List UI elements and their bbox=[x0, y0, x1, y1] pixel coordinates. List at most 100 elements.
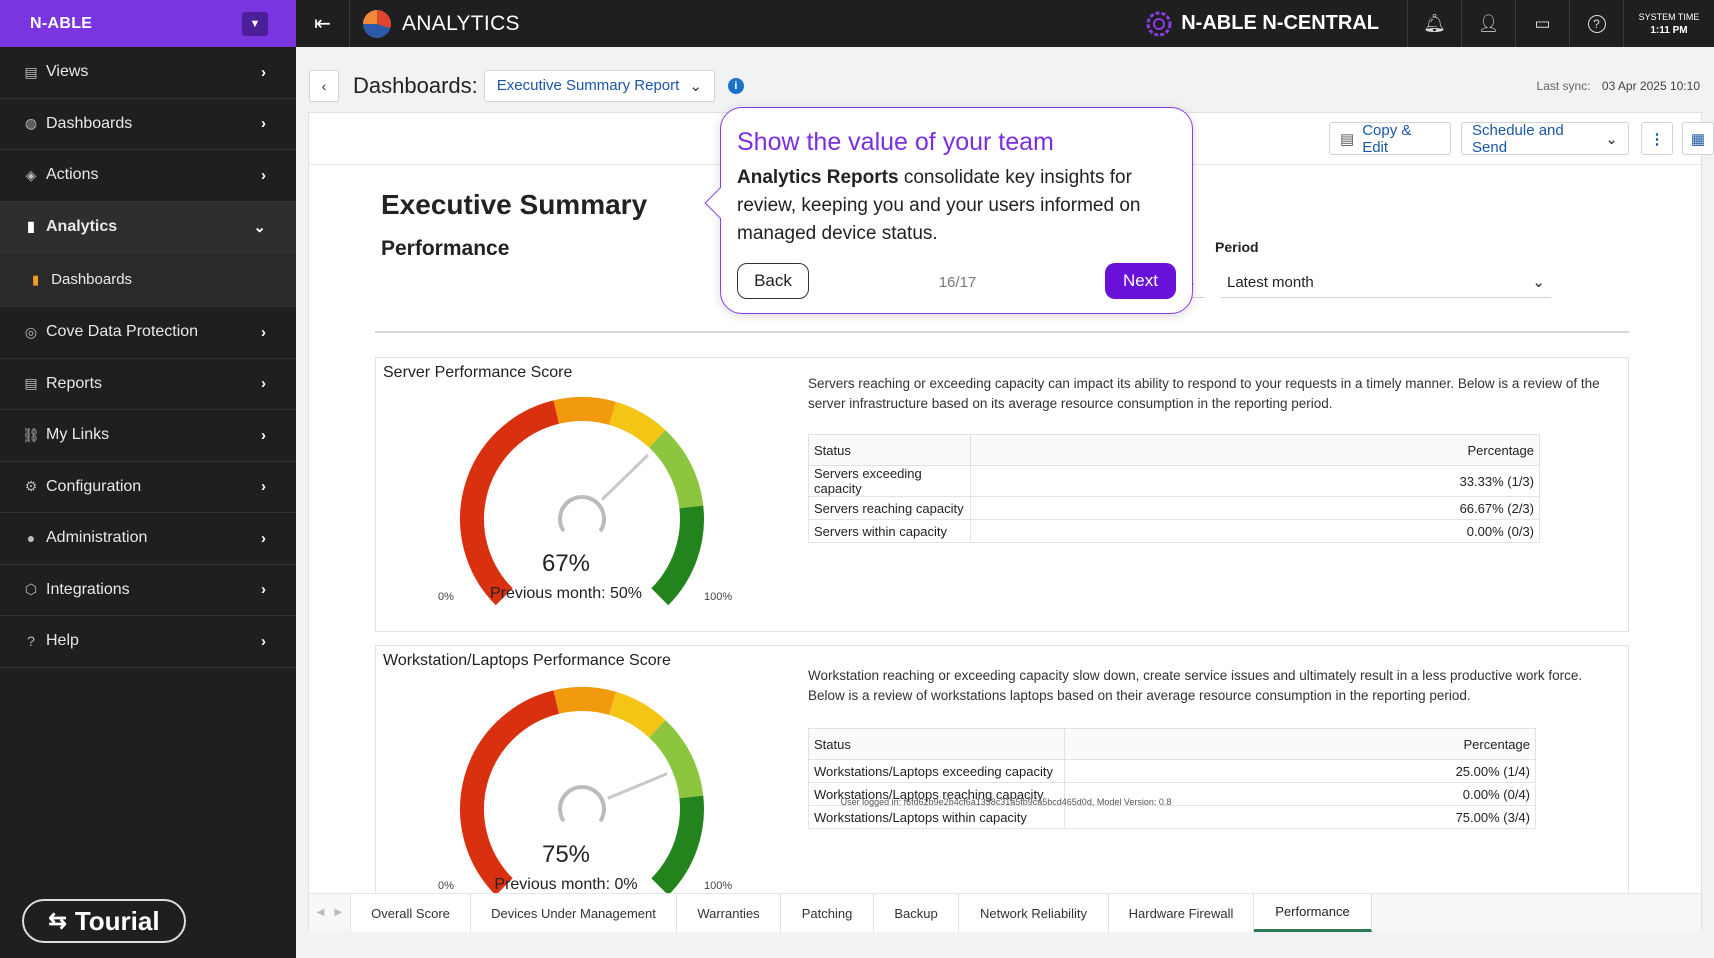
sidebar-item-label: Analytics bbox=[46, 217, 118, 235]
sidebar-item-dashboards[interactable]: ◍ Dashboards › bbox=[0, 99, 296, 150]
tour-body-bold: Analytics Reports bbox=[737, 167, 899, 188]
sidebar-item-label: Cove Data Protection bbox=[46, 323, 199, 341]
gauge-hub bbox=[558, 785, 606, 823]
sidebar-item-label: Actions bbox=[46, 166, 99, 184]
sidebar-item-label: Views bbox=[46, 63, 89, 81]
tour-next-button[interactable]: Next bbox=[1105, 263, 1176, 299]
tour-step-count: 16/17 bbox=[938, 274, 977, 291]
collapse-sidebar-button[interactable]: ⇤ bbox=[296, 0, 350, 47]
sidebar-item-label: Administration bbox=[46, 529, 148, 547]
chevron-right-icon: › bbox=[261, 115, 266, 133]
dashboard-select-value: Executive Summary Report bbox=[496, 77, 680, 94]
chevron-right-icon: › bbox=[261, 166, 266, 184]
sidebar-item-label: Dashboards bbox=[46, 114, 133, 132]
product-name: N-ABLE N-CENTRAL bbox=[1145, 0, 1408, 47]
sidebar-item-analytics[interactable]: ▮ Analytics ⌄ bbox=[0, 201, 296, 253]
workstation-gauge-value: 75% bbox=[541, 841, 591, 868]
tourial-label: Tourial bbox=[74, 905, 160, 936]
sidebar-item-label: Dashboards bbox=[51, 271, 133, 288]
workstation-gauge bbox=[460, 687, 704, 896]
tab-devices-under-management[interactable]: Devices Under Management bbox=[471, 894, 677, 932]
sidebar-item-help[interactable]: ? Help › bbox=[0, 616, 296, 668]
tab-performance[interactable]: Performance bbox=[1254, 894, 1372, 932]
copy-icon: ▤ bbox=[1340, 130, 1355, 148]
tab-patching[interactable]: Patching bbox=[781, 894, 874, 932]
table-cell: 0.00% (0/4) bbox=[1064, 782, 1536, 806]
gear-icon: ⚙ bbox=[24, 478, 38, 495]
gauge-segment bbox=[648, 720, 704, 799]
gauge-segment bbox=[608, 691, 666, 738]
tourial-badge[interactable]: ⇆ Tourial bbox=[22, 899, 186, 943]
tab-overall-score[interactable]: Overall Score bbox=[351, 894, 471, 932]
chevron-down-icon: ⌄ bbox=[1532, 274, 1545, 291]
help-button[interactable]: ? bbox=[1570, 0, 1624, 47]
table-cell: 75.00% (3/4) bbox=[1064, 805, 1536, 829]
n-central-gear-icon bbox=[1146, 11, 1172, 36]
workstation-gauge-max: 100% bbox=[704, 880, 733, 892]
notifications-button[interactable]: 🔔︎ bbox=[1408, 0, 1462, 47]
help-circle-icon: ? bbox=[1587, 14, 1606, 33]
period-select[interactable]: Latest month ⌄ bbox=[1221, 267, 1551, 298]
tab-backup[interactable]: Backup bbox=[874, 894, 959, 932]
gauge-segment bbox=[651, 795, 704, 896]
tab-scroll-arrows[interactable]: ◀ ▶ bbox=[309, 894, 351, 931]
table-header-status: Status bbox=[808, 728, 1065, 760]
schedule-send-button[interactable]: Schedule and Send ⌄ bbox=[1461, 122, 1629, 156]
info-icon[interactable]: i bbox=[727, 77, 744, 94]
gauge-hub bbox=[558, 495, 606, 533]
tour-back-button[interactable]: Back bbox=[737, 263, 809, 299]
tab-network-reliability[interactable]: Network Reliability bbox=[959, 894, 1109, 932]
report-subtitle: Performance bbox=[381, 237, 510, 260]
table-cell: Servers within capacity bbox=[808, 519, 971, 543]
divider bbox=[375, 331, 1629, 333]
dashboard-select[interactable]: Executive Summary Report ⌄ bbox=[483, 69, 715, 102]
table-header-status: Status bbox=[808, 434, 971, 466]
server-gauge-max: 100% bbox=[704, 591, 733, 603]
table-cell: Servers exceeding capacity bbox=[808, 465, 971, 497]
chevron-down-icon: ⌄ bbox=[689, 77, 702, 95]
link-icon: ⛓ bbox=[22, 426, 40, 443]
user-account-button[interactable]: 👤︎ bbox=[1462, 0, 1516, 47]
analytics-logo-icon bbox=[363, 9, 391, 38]
table-header-row: Status Percentage bbox=[808, 434, 1540, 466]
last-sync-value: 03 Apr 2025 10:10 bbox=[1601, 78, 1700, 93]
brand-dropdown-button[interactable]: ▼ bbox=[242, 11, 268, 36]
server-gauge-previous: Previous month: 50% bbox=[489, 585, 643, 602]
back-button[interactable]: ‹ bbox=[309, 69, 339, 102]
copy-edit-label: Copy & Edit bbox=[1362, 121, 1412, 156]
period-label: Period bbox=[1215, 239, 1259, 255]
tab-hardware-firewall[interactable]: Hardware Firewall bbox=[1109, 894, 1254, 932]
table-cell: 33.33% (1/3) bbox=[970, 465, 1540, 497]
table-cell: Workstations/Laptops exceeding capacity bbox=[808, 759, 1065, 783]
copy-edit-button[interactable]: ▤ Copy & Edit bbox=[1329, 121, 1451, 156]
sidebar-item-reports[interactable]: ▤ Reports › bbox=[0, 359, 296, 410]
sidebar-item-my-links[interactable]: ⛓ My Links › bbox=[0, 410, 296, 462]
gauge-segment bbox=[608, 401, 666, 448]
sidebar-item-administration[interactable]: ● Administration › bbox=[0, 513, 296, 565]
sidebar-item-views[interactable]: ▤ Views › bbox=[0, 47, 296, 99]
gauge-segment bbox=[648, 430, 704, 509]
table-row: Servers within capacity 0.00% (0/3) bbox=[808, 519, 1540, 543]
chat-icon: ▭ bbox=[1534, 13, 1551, 33]
chevron-right-icon: › bbox=[261, 632, 266, 650]
server-status-table: Status Percentage Servers exceeding capa… bbox=[808, 434, 1540, 543]
sidebar: N-ABLE ▼ ▤ Views › ◍ Dashboards › ◈ Acti… bbox=[0, 0, 296, 958]
more-options-button[interactable]: ⋮ bbox=[1641, 122, 1673, 155]
user-logged-in-note: User logged in: f6fd62b9e2b4cf6a1338c31a… bbox=[840, 797, 1172, 807]
system-time-label: SYSTEM TIME bbox=[1638, 11, 1700, 22]
export-button[interactable]: ▦ bbox=[1682, 122, 1714, 155]
sidebar-item-actions[interactable]: ◈ Actions › bbox=[0, 150, 296, 202]
sidebar-item-label: Configuration bbox=[46, 477, 142, 495]
feedback-button[interactable]: ▭ bbox=[1516, 0, 1570, 47]
collapse-menu-icon: ⇤ bbox=[314, 13, 331, 35]
sidebar-subitem-dashboards[interactable]: ▮ Dashboards bbox=[0, 253, 296, 307]
server-gauge-min: 0% bbox=[438, 591, 454, 603]
gauge-needle bbox=[601, 453, 650, 501]
sidebar-item-cove[interactable]: ◎ Cove Data Protection › bbox=[0, 307, 296, 359]
tour-body-text: consolidate key insights for review, kee… bbox=[737, 167, 1141, 244]
tab-warranties[interactable]: Warranties bbox=[677, 894, 781, 932]
report-content: Executive Summary Performance ⌄ Period L… bbox=[365, 165, 1633, 925]
sidebar-item-configuration[interactable]: ⚙ Configuration › bbox=[0, 462, 296, 513]
caret-right-icon: ▶ bbox=[334, 907, 343, 918]
sidebar-item-integrations[interactable]: ⬡ Integrations › bbox=[0, 565, 296, 616]
